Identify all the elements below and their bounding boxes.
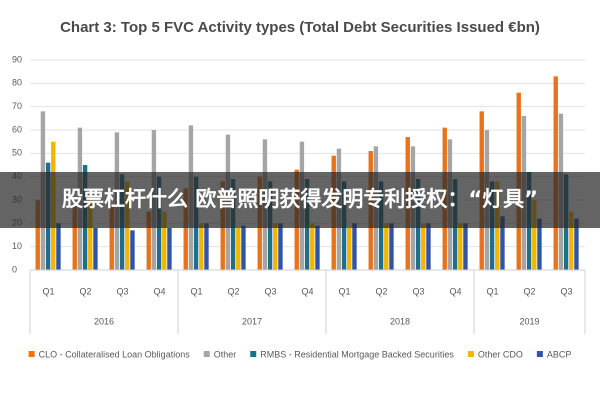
bar [241, 225, 246, 270]
bar [273, 223, 278, 270]
bar [35, 200, 40, 270]
legend-swatch [28, 351, 35, 357]
y-tick-label: 0 [12, 264, 17, 274]
x-tick-label: Q1 [486, 286, 498, 296]
legend-label: ABCP [547, 349, 572, 359]
bar [204, 223, 209, 270]
y-tick-label: 50 [12, 148, 22, 158]
bar [352, 223, 357, 270]
bar [72, 204, 77, 270]
x-tick-label: Q3 [264, 286, 276, 296]
legend-label: CLO - Collateralised Loan Obligations [39, 349, 191, 359]
y-tick-label: 70 [12, 101, 22, 111]
banner-text: 股票杠杆什么 欧普照明获得发明专利授权：“灯具” [62, 187, 538, 211]
x-group-label: 2016 [94, 316, 114, 326]
chart-title: Chart 3: Top 5 FVC Activity types (Total… [60, 19, 540, 36]
bar [130, 230, 135, 270]
bar [88, 200, 93, 270]
bar [310, 223, 315, 270]
x-group-label: 2019 [519, 316, 539, 326]
x-tick-label: Q4 [449, 286, 461, 296]
bar [93, 228, 98, 270]
bar [384, 223, 389, 270]
bar [574, 218, 579, 270]
bar [146, 211, 151, 270]
x-tick-label: Q1 [42, 286, 54, 296]
bar [109, 207, 114, 270]
bar [236, 228, 241, 270]
x-tick-label: Q2 [79, 286, 91, 296]
y-tick-label: 60 [12, 124, 22, 134]
legend-swatch [250, 351, 257, 357]
bar [56, 223, 61, 270]
bar [421, 223, 426, 270]
x-group-label: 2018 [390, 316, 410, 326]
bar [463, 223, 468, 270]
x-tick-label: Q1 [338, 286, 350, 296]
bar [532, 200, 537, 270]
y-tick-label: 90 [12, 54, 22, 64]
bar [167, 228, 172, 270]
bar [426, 223, 431, 270]
x-tick-label: Q3 [116, 286, 128, 296]
bar [537, 218, 542, 270]
bar [278, 223, 283, 270]
legend-swatch [467, 351, 474, 357]
y-tick-label: 10 [12, 241, 22, 251]
x-tick-label: Q1 [190, 286, 202, 296]
bar [458, 223, 463, 270]
bar [183, 188, 188, 270]
legend-label: RMBS - Residential Mortgage Backed Secur… [260, 349, 454, 359]
x-tick-label: Q2 [523, 286, 535, 296]
bar [569, 211, 574, 270]
x-tick-label: Q2 [375, 286, 387, 296]
x-group-label: 2017 [242, 316, 262, 326]
bar [389, 223, 394, 270]
x-tick-label: Q4 [301, 286, 313, 296]
bar [162, 211, 167, 270]
y-tick-label: 80 [12, 78, 22, 88]
x-tick-label: Q2 [227, 286, 239, 296]
legend-label: Other CDO [478, 349, 523, 359]
x-tick-label: Q3 [412, 286, 424, 296]
legend-label: Other [214, 349, 237, 359]
bar [315, 225, 320, 270]
legend-swatch [536, 351, 543, 357]
bar [500, 216, 505, 270]
bar [347, 228, 352, 270]
bar [199, 223, 204, 270]
legend-swatch [203, 351, 210, 357]
x-tick-label: Q3 [560, 286, 572, 296]
banner [0, 172, 600, 228]
x-tick-label: Q4 [153, 286, 165, 296]
